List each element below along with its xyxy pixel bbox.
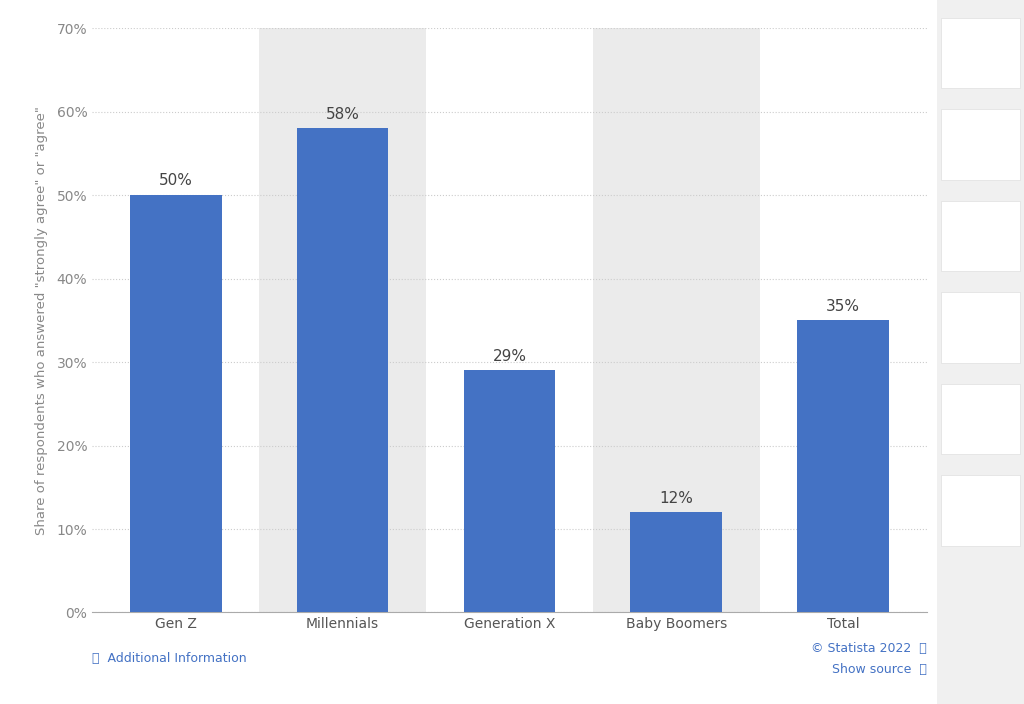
Text: 50%: 50%: [159, 173, 193, 189]
Bar: [941, 292, 1020, 363]
Text: © Statista 2022  🚩: © Statista 2022 🚩: [811, 642, 927, 655]
Bar: [941, 109, 1020, 180]
Bar: [297, 128, 388, 612]
Y-axis label: Share of respondents who answered "strongly agree" or "agree": Share of respondents who answered "stron…: [35, 106, 48, 535]
Text: 29%: 29%: [493, 348, 526, 364]
Bar: [464, 370, 555, 612]
Text: ⓘ  Additional Information: ⓘ Additional Information: [92, 653, 247, 665]
Text: 12%: 12%: [659, 491, 693, 505]
Text: Show source  ⓘ: Show source ⓘ: [831, 663, 927, 676]
Bar: [259, 28, 426, 612]
Text: 58%: 58%: [326, 106, 359, 122]
Bar: [941, 201, 1020, 271]
Bar: [798, 320, 889, 612]
Bar: [130, 195, 221, 612]
Bar: [941, 475, 1020, 546]
Bar: [631, 513, 722, 612]
Bar: [941, 18, 1020, 88]
Bar: [941, 384, 1020, 454]
Bar: [593, 28, 760, 612]
Text: 35%: 35%: [826, 298, 860, 314]
